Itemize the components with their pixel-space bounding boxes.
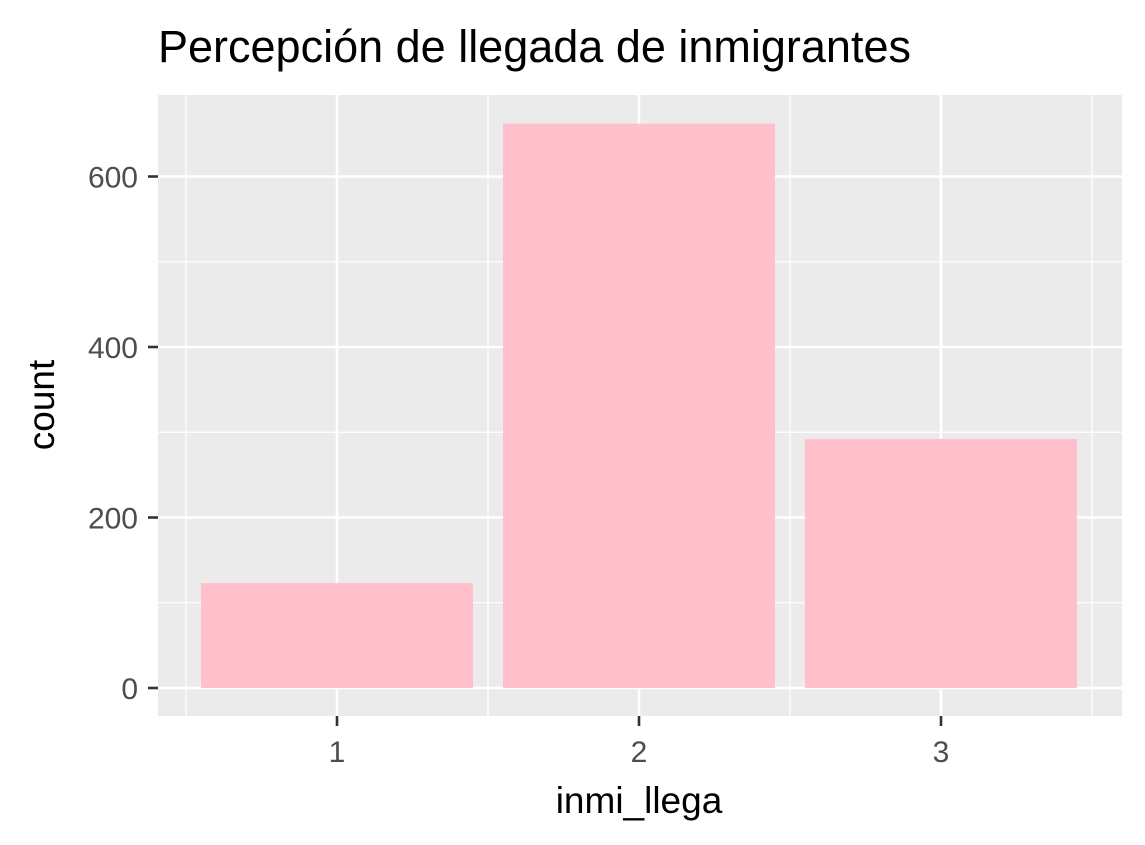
bar-3 (805, 439, 1077, 688)
y-tick-label: 600 (88, 162, 138, 195)
x-tick-label: 1 (329, 736, 346, 769)
y-axis: 0 200 400 600 (88, 162, 158, 706)
x-axis-title: inmi_llega (556, 780, 723, 821)
bar-2 (503, 123, 775, 688)
y-tick-label: 200 (88, 503, 138, 536)
y-tick-label: 0 (121, 673, 138, 706)
x-axis: 1 2 3 (329, 716, 950, 769)
y-axis-title: count (21, 359, 62, 450)
x-tick-label: 3 (933, 736, 950, 769)
chart-title: Percepción de llegada de inmigrantes (158, 21, 911, 72)
y-tick-label: 400 (88, 332, 138, 365)
bars (201, 123, 1077, 688)
x-tick-label: 2 (631, 736, 648, 769)
bar-1 (201, 583, 473, 688)
